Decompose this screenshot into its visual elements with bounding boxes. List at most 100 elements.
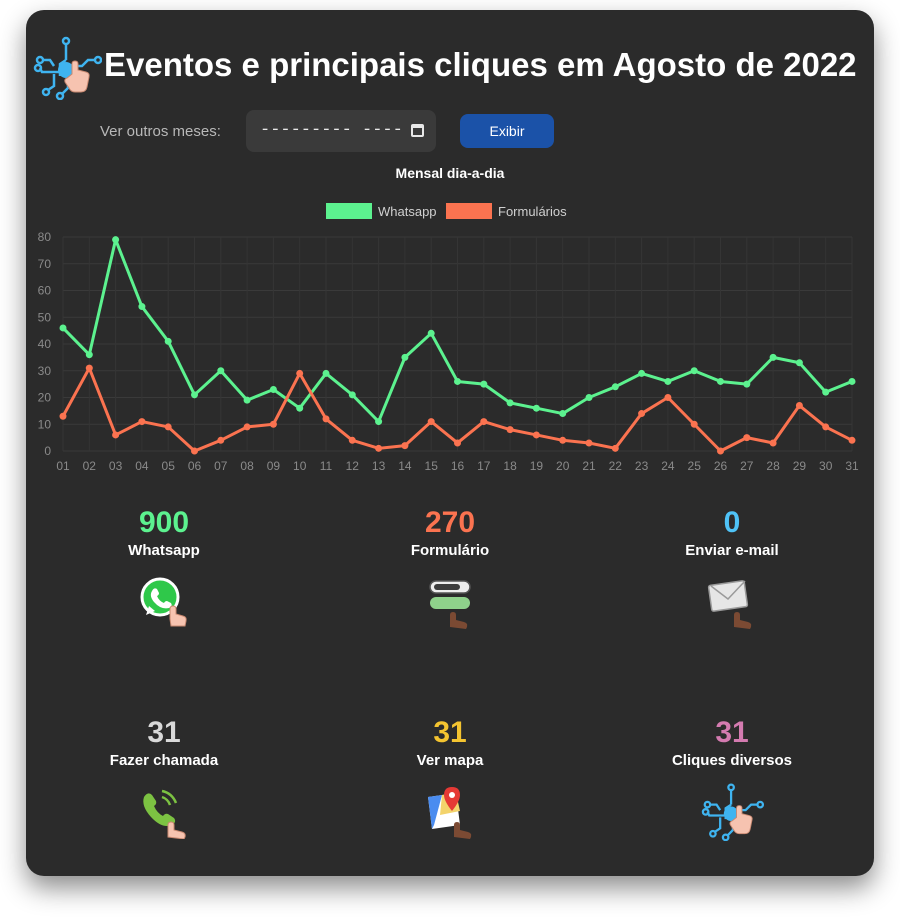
- y-tick-label: 80: [38, 230, 52, 244]
- data-point: [454, 439, 461, 447]
- y-tick-label: 20: [38, 391, 52, 405]
- legend-label: Whatsapp: [378, 204, 437, 219]
- data-point: [585, 439, 593, 447]
- phone-call-icon[interactable]: [136, 783, 192, 839]
- show-button[interactable]: Exibir: [460, 114, 554, 148]
- stat-value: 900: [138, 506, 190, 539]
- data-point: [795, 359, 803, 367]
- x-tick-label: 07: [214, 459, 228, 473]
- data-point: [795, 402, 803, 410]
- data-point: [375, 418, 383, 426]
- data-point: [611, 383, 619, 391]
- x-tick-label: 22: [609, 459, 623, 473]
- data-point: [85, 351, 93, 359]
- data-point: [743, 380, 751, 388]
- data-point: [348, 436, 356, 444]
- legend-swatch: [446, 203, 492, 219]
- y-tick-label: 0: [44, 444, 51, 458]
- x-tick-label: 09: [267, 459, 281, 473]
- stat-value: 270: [424, 506, 476, 539]
- data-point: [322, 369, 330, 377]
- y-tick-label: 30: [38, 364, 52, 378]
- x-tick-label: 02: [83, 459, 97, 473]
- data-point: [296, 369, 304, 377]
- y-tick-label: 50: [38, 310, 52, 324]
- dashboard-card: Eventos e principais cliques em Agosto d…: [26, 10, 874, 876]
- x-tick-label: 23: [635, 459, 649, 473]
- data-point: [480, 418, 488, 426]
- data-point: [717, 377, 724, 385]
- x-tick-label: 19: [530, 459, 544, 473]
- stat-form: 270 Formulário: [320, 506, 580, 629]
- stat-value: 31: [147, 716, 181, 749]
- x-tick-label: 29: [793, 459, 807, 473]
- data-point: [690, 367, 698, 375]
- month-input[interactable]: --------- ----: [246, 110, 436, 152]
- whatsapp-click-icon[interactable]: [136, 573, 192, 629]
- map-pin-icon[interactable]: [422, 783, 478, 839]
- data-point: [401, 353, 409, 361]
- stat-whatsapp: 900 Whatsapp: [34, 506, 294, 629]
- x-tick-label: 08: [240, 459, 254, 473]
- x-tick-label: 31: [845, 459, 859, 473]
- stat-label: Ver mapa: [416, 752, 484, 769]
- page-title: Eventos e principais cliques em Agosto d…: [104, 46, 857, 83]
- data-point: [427, 329, 435, 337]
- data-point: [138, 418, 146, 426]
- data-point: [559, 410, 567, 418]
- data-point: [506, 399, 514, 407]
- stat-email: 0 Enviar e-mail: [602, 506, 862, 629]
- data-point: [269, 420, 277, 428]
- data-point: [690, 420, 698, 428]
- email-click-icon[interactable]: [704, 573, 760, 629]
- x-tick-label: 04: [135, 459, 149, 473]
- stat-label: Formulário: [410, 542, 490, 559]
- x-tick-label: 16: [451, 459, 465, 473]
- form-click-icon[interactable]: [422, 573, 478, 629]
- stat-value: 0: [723, 506, 741, 539]
- circuit-click-icon[interactable]: [700, 781, 764, 841]
- data-point: [164, 337, 172, 345]
- data-point: [375, 444, 383, 452]
- daily-chart: Mensal dia-a-dia Whatsapp Formulários 0 10 20…: [26, 160, 874, 482]
- stat-label: Fazer chamada: [109, 752, 219, 769]
- x-tick-label: 10: [293, 459, 307, 473]
- legend-swatch: [326, 203, 372, 219]
- x-tick-label: 26: [714, 459, 728, 473]
- x-tick-label: 13: [372, 459, 386, 473]
- header: Eventos e principais cliques em Agosto d…: [26, 32, 874, 102]
- stat-label: Whatsapp: [128, 542, 200, 559]
- stat-map: 31 Ver mapa: [320, 716, 580, 839]
- y-tick-label: 10: [38, 417, 52, 431]
- data-point: [243, 396, 251, 404]
- x-tick-label: 03: [109, 459, 123, 473]
- month-picker-label: Ver outros meses:: [100, 123, 221, 140]
- data-point: [585, 394, 593, 401]
- data-point: [743, 434, 751, 442]
- data-point: [138, 303, 146, 311]
- data-point: [848, 377, 856, 385]
- x-tick-label: 27: [740, 459, 754, 473]
- data-point: [454, 377, 461, 385]
- data-point: [269, 385, 277, 393]
- x-tick-label: 17: [477, 459, 491, 473]
- x-tick-label: 06: [188, 459, 202, 473]
- calendar-icon[interactable]: [411, 124, 424, 137]
- data-point: [822, 423, 830, 431]
- x-tick-label: 20: [556, 459, 570, 473]
- data-point: [848, 436, 856, 444]
- data-point: [664, 377, 672, 385]
- stat-label: Cliques diversos: [671, 752, 793, 769]
- data-point: [59, 324, 67, 332]
- data-point: [506, 426, 514, 434]
- data-point: [769, 439, 777, 447]
- month-input-value: --------- ----: [260, 121, 403, 140]
- y-tick-label: 70: [38, 257, 52, 271]
- data-point: [296, 404, 304, 412]
- data-point: [217, 367, 225, 375]
- stat-call: 31 Fazer chamada: [34, 716, 294, 839]
- data-point: [638, 410, 646, 418]
- x-tick-label: 24: [661, 459, 675, 473]
- data-point: [243, 423, 251, 431]
- data-point: [85, 364, 93, 372]
